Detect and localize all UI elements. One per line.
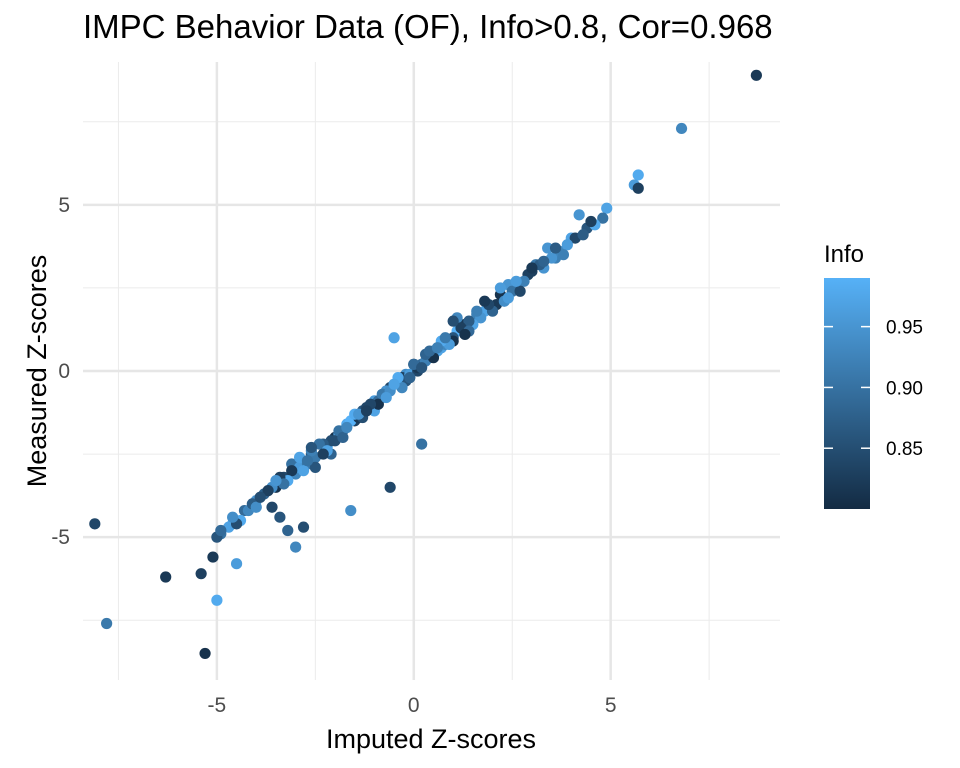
data-point bbox=[309, 461, 321, 473]
data-point bbox=[372, 398, 384, 410]
data-point bbox=[388, 378, 400, 390]
data-point bbox=[494, 282, 507, 294]
data-point bbox=[317, 448, 329, 460]
data-point bbox=[404, 372, 416, 384]
data-point bbox=[262, 485, 274, 497]
data-point bbox=[510, 275, 522, 287]
data-point bbox=[380, 391, 392, 404]
data-point bbox=[518, 275, 530, 287]
data-point bbox=[514, 285, 526, 297]
data-point bbox=[230, 558, 243, 570]
data-point bbox=[416, 362, 428, 374]
legend-tick-label: 0.85 bbox=[886, 439, 923, 460]
legend-colorbar bbox=[824, 278, 870, 509]
data-point bbox=[577, 229, 589, 241]
data-point bbox=[266, 501, 278, 513]
data-point bbox=[384, 481, 396, 493]
y-axis-title: Measured Z-scores bbox=[22, 255, 52, 488]
data-point bbox=[345, 504, 357, 517]
data-point bbox=[215, 524, 227, 537]
data-point bbox=[573, 209, 585, 221]
data-point bbox=[297, 465, 310, 477]
data-point bbox=[254, 491, 266, 503]
data-point bbox=[439, 332, 451, 344]
data-point bbox=[549, 242, 562, 254]
data-point bbox=[195, 568, 207, 580]
data-point bbox=[416, 438, 428, 450]
data-point bbox=[250, 501, 262, 513]
data-point bbox=[301, 455, 314, 467]
color-legend: Info 0.85 0.90 0.95 bbox=[824, 241, 923, 509]
data-point bbox=[227, 511, 239, 523]
data-point bbox=[199, 647, 211, 660]
y-axis-ticks: -5 0 5 bbox=[51, 194, 70, 549]
data-point bbox=[479, 295, 491, 307]
data-point bbox=[561, 239, 573, 251]
data-point bbox=[557, 249, 570, 261]
legend-ticks: 0.85 0.90 0.95 bbox=[824, 318, 923, 460]
data-point bbox=[585, 215, 597, 228]
x-axis-title: Imputed Z-scores bbox=[326, 724, 536, 754]
y-tick-label: -5 bbox=[51, 526, 70, 549]
legend-tick-label: 0.95 bbox=[886, 318, 923, 339]
data-point bbox=[207, 551, 219, 563]
data-point bbox=[526, 262, 538, 274]
data-point bbox=[360, 405, 373, 417]
data-point bbox=[160, 571, 172, 583]
data-point bbox=[270, 475, 282, 487]
data-point bbox=[337, 431, 349, 444]
data-point bbox=[211, 594, 223, 606]
data-point bbox=[297, 521, 310, 533]
data-point bbox=[542, 242, 554, 254]
x-tick-label: -5 bbox=[208, 694, 227, 717]
data-point bbox=[447, 315, 459, 327]
data-point bbox=[290, 541, 302, 553]
data-point bbox=[597, 212, 609, 224]
data-point bbox=[305, 441, 317, 454]
x-axis-ticks: -5 0 5 bbox=[208, 694, 617, 717]
y-tick-label: 5 bbox=[58, 194, 70, 217]
data-point bbox=[471, 305, 483, 317]
data-point bbox=[675, 122, 688, 135]
data-point bbox=[89, 518, 101, 530]
data-point bbox=[459, 328, 471, 341]
data-point bbox=[282, 524, 294, 537]
data-point bbox=[502, 292, 514, 304]
legend-title: Info bbox=[824, 241, 864, 268]
data-point bbox=[463, 315, 475, 327]
data-point bbox=[601, 202, 613, 214]
data-point bbox=[388, 332, 400, 344]
x-tick-label: 0 bbox=[408, 694, 420, 717]
chart-title: IMPC Behavior Data (OF), Info>0.8, Cor=0… bbox=[83, 8, 773, 45]
data-point bbox=[538, 255, 550, 267]
data-point bbox=[632, 182, 644, 194]
data-point bbox=[341, 421, 353, 434]
data-points bbox=[89, 69, 762, 660]
x-tick-label: 5 bbox=[605, 694, 617, 717]
data-point bbox=[750, 69, 762, 81]
legend-tick-label: 0.90 bbox=[886, 378, 923, 399]
data-point bbox=[101, 617, 113, 630]
data-point bbox=[286, 465, 298, 477]
data-point bbox=[632, 169, 644, 181]
data-point bbox=[274, 511, 286, 523]
y-tick-label: 0 bbox=[58, 360, 70, 383]
data-point bbox=[431, 342, 444, 354]
